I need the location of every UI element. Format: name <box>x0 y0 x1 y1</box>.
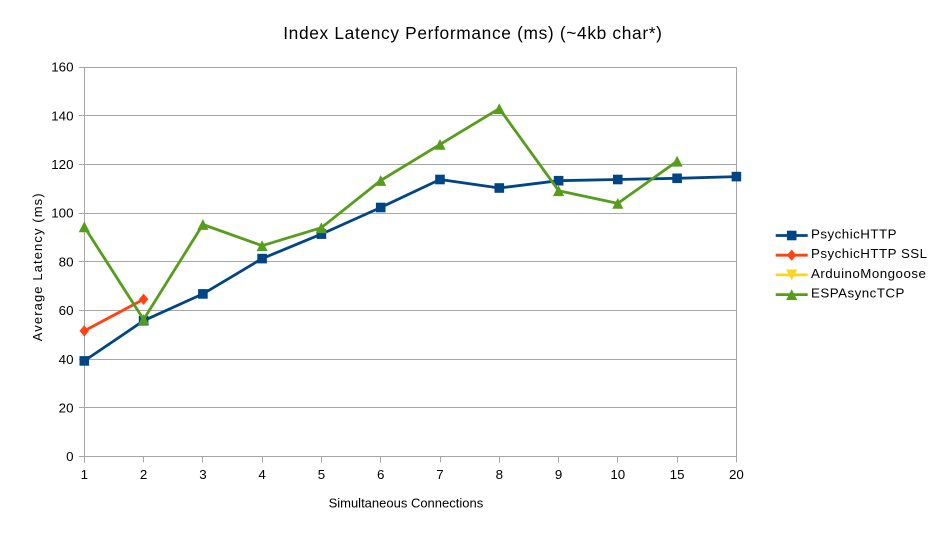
svg-text:4: 4 <box>258 467 266 482</box>
svg-text:8: 8 <box>496 467 503 482</box>
svg-text:140: 140 <box>51 108 73 123</box>
svg-text:3: 3 <box>199 467 206 482</box>
svg-text:0: 0 <box>66 449 73 464</box>
svg-text:2: 2 <box>140 467 147 482</box>
svg-text:120: 120 <box>51 157 73 172</box>
svg-text:Simultaneous Connections: Simultaneous Connections <box>329 496 484 511</box>
svg-text:20: 20 <box>59 401 74 416</box>
svg-text:5: 5 <box>318 467 325 482</box>
svg-text:6: 6 <box>377 467 384 482</box>
svg-text:PsychicHTTP: PsychicHTTP <box>811 226 897 241</box>
svg-text:9: 9 <box>555 467 562 482</box>
svg-text:20: 20 <box>729 467 744 482</box>
svg-text:40: 40 <box>59 352 74 367</box>
svg-text:ArduinoMongoose: ArduinoMongoose <box>811 266 926 281</box>
svg-text:160: 160 <box>51 60 73 75</box>
svg-text:10: 10 <box>610 467 625 482</box>
svg-text:Index Latency Performance (ms): Index Latency Performance (ms) (~4kb cha… <box>283 23 662 43</box>
svg-text:1: 1 <box>81 467 88 482</box>
svg-text:15: 15 <box>670 467 685 482</box>
svg-text:100: 100 <box>51 206 73 221</box>
svg-text:60: 60 <box>59 303 74 318</box>
svg-text:80: 80 <box>59 254 74 269</box>
svg-text:7: 7 <box>436 467 443 482</box>
svg-text:Average Latency (ms): Average Latency (ms) <box>30 192 45 341</box>
svg-text:PsychicHTTP SSL: PsychicHTTP SSL <box>811 246 928 261</box>
svg-text:ESPAsyncTCP: ESPAsyncTCP <box>811 286 905 301</box>
